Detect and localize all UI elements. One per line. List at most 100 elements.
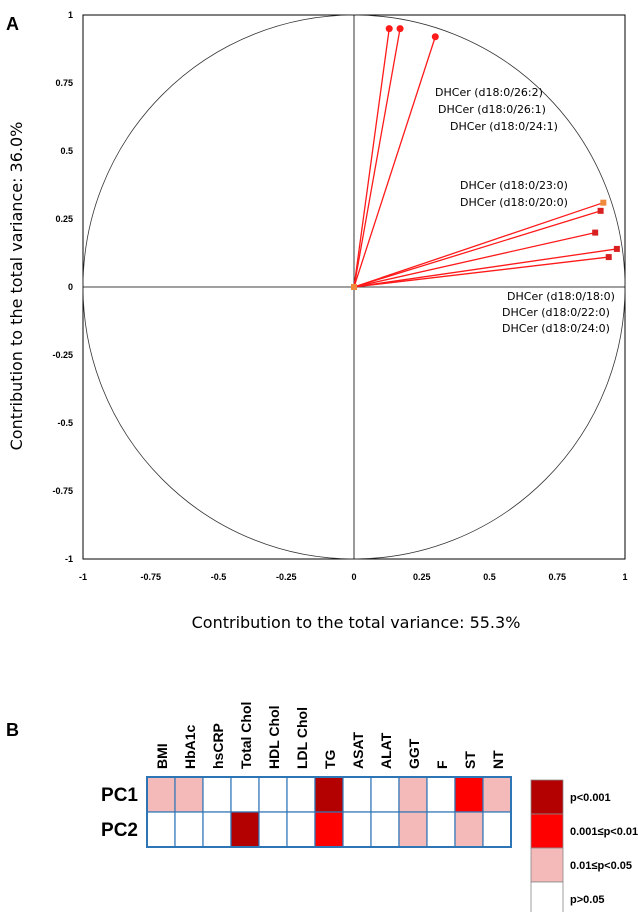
x-tick-label: 0 (351, 572, 356, 582)
panel-a-label: A (6, 14, 19, 34)
heatmap-cell (174, 811, 204, 848)
column-header: HDL Chol (266, 705, 282, 769)
vector-label: DHCer (d18:0/20:0) (460, 196, 568, 209)
row-label: PC2 (101, 820, 138, 841)
heatmap-cell (202, 811, 232, 848)
column-header: BMI (154, 743, 170, 769)
heatmap-cell (286, 776, 316, 813)
significance-heatmap: BMI HbA1c hsCRP Total Chol HDL Chol LDL Chol T… (101, 702, 512, 848)
loading-vector (353, 28, 401, 288)
y-tick-label: 0.75 (55, 78, 73, 88)
y-tick-label: 1 (68, 10, 73, 20)
x-tick-label: 0.75 (548, 572, 566, 582)
y-tick-label: -0.75 (52, 486, 73, 496)
pca-correlation-circle: -1 -0.75 -0.5 -0.25 0 0.25 0.5 0.75 1 1 0.75 0.5 0.2… (52, 10, 627, 582)
vector-label: DHCer (d18:0/26:2) (435, 86, 543, 99)
heatmap-cell (454, 811, 484, 848)
x-tick-label: -0.5 (211, 572, 227, 582)
vector-label: DHCer (d18:0/24:1) (450, 120, 558, 133)
column-header: hsCRP (210, 723, 226, 769)
heatmap-cell (426, 811, 456, 848)
heatmap-cell (398, 811, 428, 848)
y-tick-label: 0.25 (55, 214, 73, 224)
legend-label: 0.001≤p<0.01 (570, 826, 638, 838)
vector-label: DHCer (d18:0/26:1) (438, 103, 546, 116)
loading-point (431, 33, 439, 41)
y-tick-label: -0.25 (52, 350, 73, 360)
heatmap-border (146, 776, 512, 848)
panel-b-label: B (6, 720, 19, 740)
column-header: ALAT (378, 732, 394, 769)
heatmap-cell (174, 776, 204, 813)
legend-label: 0.01≤p<0.05 (570, 860, 632, 872)
heatmap-legend: p<0.001 0.001≤p<0.01 0.01≤p<0.05 p>0.05 (530, 779, 638, 912)
heatmap-cell (482, 811, 512, 848)
heatmap-cell (258, 811, 288, 848)
column-header: LDL Chol (294, 707, 310, 769)
x-tick-label: 0.25 (413, 572, 431, 582)
heatmap-cell (230, 811, 260, 848)
heatmap-cell (426, 776, 456, 813)
legend-label: p<0.001 (570, 792, 611, 804)
legend-swatch (530, 847, 564, 883)
legend-swatch (530, 813, 564, 849)
x-tick-label: 0.5 (483, 572, 496, 582)
loading-vector (353, 28, 390, 288)
column-header: GGT (406, 738, 422, 769)
x-tick-label: -0.25 (276, 572, 297, 582)
x-tick-label: 1 (622, 572, 627, 582)
loading-vector (353, 256, 609, 288)
loading-vector (353, 36, 436, 288)
vector-label: DHCer (d18:0/18:0) (507, 290, 615, 303)
loading-point (592, 229, 599, 236)
column-header: ASAT (350, 731, 366, 769)
loading-point (597, 207, 604, 214)
heatmap-cell (146, 776, 176, 813)
column-header: HbA1c (182, 724, 198, 769)
row-label: PC1 (101, 785, 138, 806)
y-tick-label: -0.5 (57, 418, 73, 428)
heatmap-cell (454, 776, 484, 813)
heatmap-cell (370, 776, 400, 813)
heatmap-cell (202, 776, 232, 813)
vector-label: DHCer (d18:0/24:0) (502, 322, 610, 335)
vector-label: DHCer (d18:0/22:0) (502, 306, 610, 319)
column-header: NT (490, 750, 506, 769)
loading-vector (353, 202, 604, 288)
y-tick-label: 0.5 (60, 146, 73, 156)
origin-marker (351, 284, 357, 290)
loading-point (385, 25, 393, 33)
column-header: Total Chol (238, 702, 254, 769)
column-header: ST (462, 751, 478, 769)
heatmap-cell (314, 811, 344, 848)
heatmap-cell (258, 776, 288, 813)
column-header: TG (322, 749, 338, 769)
heatmap-cell (286, 811, 316, 848)
loading-vector (353, 210, 601, 288)
y-tick-label: -1 (65, 554, 73, 564)
heatmap-cell (398, 776, 428, 813)
legend-label: p>0.05 (570, 894, 605, 906)
legend-swatch (530, 881, 564, 912)
heatmap-cell (342, 811, 372, 848)
heatmap-cell (370, 811, 400, 848)
vector-label: DHCer (d18:0/23:0) (460, 179, 568, 192)
loading-point (396, 25, 404, 33)
loading-vector (353, 248, 617, 288)
heatmap-cell (482, 776, 512, 813)
column-header: F (434, 760, 450, 769)
loading-vector (353, 231, 596, 288)
legend-swatch (530, 779, 564, 815)
x-tick-label: -0.75 (140, 572, 161, 582)
loading-point (605, 254, 612, 261)
loading-point (600, 199, 607, 206)
heatmap-cell (146, 811, 176, 848)
x-tick-label: -1 (79, 572, 87, 582)
heatmap-cell (314, 776, 344, 813)
x-axis-title: Contribution to the total variance: 55.3… (192, 613, 521, 632)
y-tick-label: 0 (68, 282, 73, 292)
y-axis-title: Contribution to the total variance: 36.0… (7, 122, 26, 451)
heatmap-cell (342, 776, 372, 813)
loading-point (613, 245, 620, 252)
